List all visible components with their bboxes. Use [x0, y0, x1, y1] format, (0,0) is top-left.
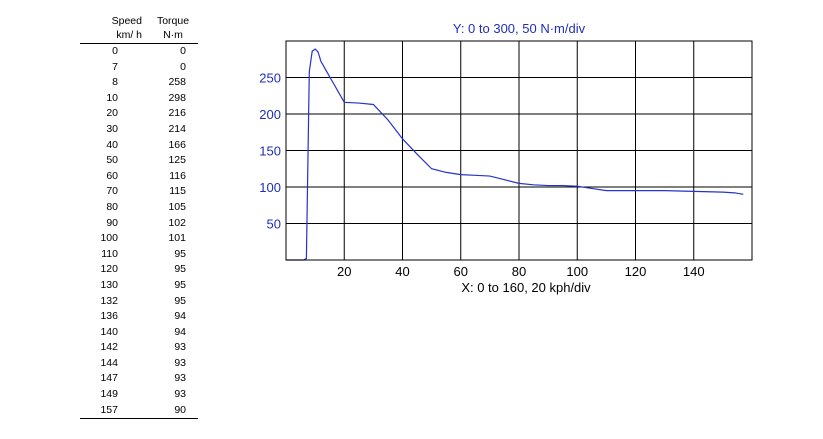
speed-cell: 8 [112, 76, 118, 89]
speed-cell: 120 [100, 263, 118, 276]
speed-cell: 50 [106, 154, 118, 167]
table-row: 147 93 [80, 371, 198, 387]
torque-cell: 94 [174, 310, 186, 323]
speed-header: Speed [111, 15, 142, 27]
table-row: 30 214 [80, 122, 198, 138]
grid [286, 40, 753, 260]
torque-cell: 115 [169, 185, 186, 198]
torque-cell: 95 [174, 294, 186, 307]
torque-header: Torque [156, 15, 190, 27]
torque-cell: 94 [174, 325, 186, 338]
torque-cell: 95 [174, 247, 186, 260]
data-table: Speed Torque km/ h N·m 0 0 7 0 8 258 10 298 20 21… [80, 14, 200, 420]
table-row: 50 125 [80, 153, 198, 169]
speed-cell: 142 [100, 341, 118, 354]
speed-cell: 10 [106, 91, 118, 104]
torque-cell: 258 [168, 76, 186, 89]
torque-cell: 95 [174, 278, 186, 291]
torque-cell: 93 [174, 356, 186, 369]
torque-cell: 102 [168, 216, 186, 229]
torque-cell: 95 [174, 263, 186, 276]
speed-cell: 100 [100, 232, 118, 245]
torque-chart: Y: 0 to 300, 50 N·m/div 20 40 60 80 100 120 14… [240, 14, 760, 304]
table-row: 10 298 [80, 91, 198, 107]
torque-unit: N·m [148, 28, 198, 44]
table-row: 140 94 [80, 325, 198, 341]
speed-cell: 130 [100, 278, 118, 291]
speed-cell: 110 [101, 247, 118, 260]
table-row: 60 116 [80, 169, 198, 185]
torque-cell: 90 [148, 402, 198, 420]
torque-cell: 0 [180, 45, 186, 57]
speed-unit: km/ h [80, 28, 148, 44]
table-row: 40 166 [80, 138, 198, 154]
torque-cell: 101 [168, 232, 186, 245]
table-row: 136 94 [80, 309, 198, 325]
torque-cell: 0 [180, 60, 186, 73]
torque-cell: 93 [174, 341, 186, 354]
x-tick-label: 140 [683, 264, 705, 279]
table-row: 20 216 [80, 106, 198, 122]
y-tick-label: 100 [259, 180, 281, 195]
torque-cell: 93 [174, 372, 186, 385]
torque-cell: 216 [168, 107, 186, 120]
speed-cell: 136 [100, 310, 118, 323]
torque-cell: 116 [169, 169, 186, 182]
speed-cell: 90 [106, 216, 118, 229]
table-row: 120 95 [80, 262, 198, 278]
x-axis-label: X: 0 to 160, 20 kph/div [461, 280, 591, 295]
x-tick-label: 120 [625, 264, 647, 279]
table-row: 157 90 [80, 402, 198, 420]
table-row: 8 258 [80, 75, 198, 91]
torque-series-line [286, 48, 744, 261]
x-tick-label: 40 [395, 264, 409, 279]
y-tick-label: 200 [259, 107, 281, 122]
speed-cell: 144 [100, 356, 118, 369]
speed-torque-table: Speed Torque km/ h N·m 0 0 7 0 8 258 10 298 20 21… [80, 14, 198, 420]
speed-cell: 60 [106, 169, 118, 182]
speed-cell: 140 [100, 325, 118, 338]
table-row: 132 95 [80, 294, 198, 310]
tick-labels: 20 40 60 80 100 120 140 50 100 150 200 250 [259, 71, 704, 280]
torque-cell: 166 [168, 138, 186, 151]
speed-cell: 157 [80, 402, 148, 420]
x-tick-label: 20 [337, 264, 351, 279]
speed-cell: 70 [106, 185, 118, 198]
chart-svg: Y: 0 to 300, 50 N·m/div 20 40 60 80 100 120 14… [259, 21, 753, 295]
speed-cell: 20 [106, 107, 118, 120]
speed-cell: 80 [106, 200, 118, 213]
plot-frame [285, 40, 753, 261]
table-row: 90 102 [80, 216, 198, 232]
speed-cell: 0 [112, 45, 118, 57]
x-tick-label: 80 [512, 264, 526, 279]
table-row: 130 95 [80, 278, 198, 294]
table-row: 80 105 [80, 200, 198, 216]
x-tick-label: 100 [566, 264, 588, 279]
y-tick-label: 150 [259, 144, 281, 159]
table-row: 110 95 [80, 247, 198, 263]
speed-cell: 132 [100, 294, 118, 307]
table-row: 100 101 [80, 231, 198, 247]
table-row: 149 93 [80, 387, 198, 403]
speed-cell: 149 [100, 388, 118, 401]
torque-cell: 214 [168, 122, 186, 135]
y-tick-label: 250 [259, 71, 281, 86]
torque-cell: 93 [174, 388, 186, 401]
torque-cell: 298 [168, 91, 186, 104]
table-row: 144 93 [80, 356, 198, 372]
speed-cell: 147 [100, 372, 118, 385]
table-row: 70 115 [80, 184, 198, 200]
speed-cell: 40 [106, 138, 118, 151]
table-row: 142 93 [80, 340, 198, 356]
speed-cell: 30 [106, 122, 118, 135]
torque-cell: 105 [168, 200, 186, 213]
x-tick-label: 60 [454, 264, 468, 279]
speed-cell: 7 [112, 60, 118, 73]
chart-title: Y: 0 to 300, 50 N·m/div [453, 21, 586, 36]
torque-cell: 125 [168, 154, 186, 167]
y-tick-label: 50 [267, 217, 281, 232]
table-body: 0 0 7 0 8 258 10 298 20 216 30 214 40 166 50 125 60 116 70… [80, 44, 198, 420]
